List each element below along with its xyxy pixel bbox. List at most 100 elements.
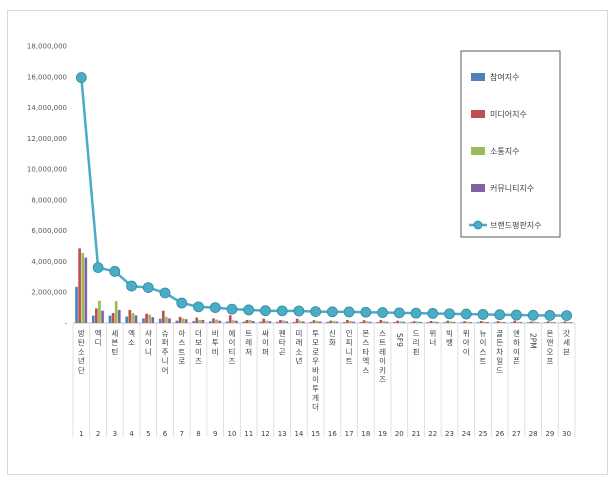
y-tick-label: 18,000,000 (27, 43, 67, 51)
legend-swatch (473, 220, 483, 230)
rank-number: 11 (244, 430, 253, 438)
bar-3 (181, 318, 185, 323)
brand-index-point (460, 308, 472, 320)
rank-number: 18 (361, 430, 370, 438)
rank-number: 7 (180, 430, 184, 438)
bar-3 (466, 321, 469, 323)
rank-number: 14 (294, 430, 303, 438)
bar-2 (362, 320, 366, 323)
brand-index-point (243, 304, 255, 316)
bar-3 (265, 320, 269, 323)
legend-label: 소통지수 (490, 147, 519, 156)
bar-1 (376, 322, 380, 323)
bar-2 (228, 315, 232, 323)
bar-2 (145, 313, 148, 323)
bar-4 (335, 321, 339, 323)
bar-2 (262, 318, 266, 323)
bar-2 (95, 308, 98, 323)
bar-3 (449, 321, 453, 323)
bar-3 (416, 321, 419, 323)
bar-1 (543, 322, 547, 323)
brand-index-point (494, 309, 506, 321)
bar-4 (486, 322, 489, 323)
bar-2 (195, 317, 199, 323)
brand-index-point (209, 302, 221, 314)
bar-4 (502, 322, 506, 323)
y-tick-label: 4,000,000 (31, 258, 67, 266)
brand-index-point (276, 305, 288, 317)
bar-4 (519, 322, 523, 323)
bar-1 (75, 286, 78, 323)
rank-number: 12 (261, 430, 270, 438)
brand-index-point (193, 301, 204, 313)
bar-1 (192, 321, 196, 323)
brand-index-point (393, 307, 405, 319)
brand-index-point (444, 308, 455, 320)
rank-number: 10 (228, 430, 237, 438)
bar-4 (201, 319, 205, 323)
bar-3 (98, 300, 101, 323)
bar-1 (209, 321, 212, 323)
bar-3 (81, 252, 85, 323)
brand-index-point (477, 308, 489, 320)
category-label: 2PM (529, 333, 538, 349)
rank-number: 23 (445, 430, 454, 438)
brand-index-point (527, 309, 539, 321)
bar-3 (298, 320, 302, 323)
bar-2 (295, 318, 299, 323)
bar-1 (158, 318, 162, 323)
bar-3 (248, 319, 252, 323)
bar-2 (279, 319, 282, 323)
bar-3 (482, 321, 486, 323)
brand-index-point (377, 307, 388, 318)
y-tick-label: 10,000,000 (27, 166, 67, 174)
brand-index-point (75, 72, 87, 83)
bar-1 (125, 316, 129, 323)
brand-index-point (410, 307, 422, 319)
bar-3 (349, 320, 352, 323)
bar-2 (111, 312, 115, 323)
rank-number: 27 (512, 430, 521, 438)
brand-index-point (293, 305, 305, 317)
bar-2 (396, 320, 399, 323)
bar-3 (114, 301, 118, 323)
bar-2 (245, 319, 249, 323)
bar-3 (382, 321, 386, 323)
bar-2 (379, 319, 383, 323)
bar-3 (332, 320, 336, 323)
brand-index-point (159, 287, 171, 299)
bar-2 (496, 321, 500, 323)
rank-number: 4 (129, 430, 134, 438)
rank-number: 1 (79, 430, 83, 438)
y-tick-label: 8,000,000 (31, 196, 67, 204)
bar-2 (128, 309, 132, 323)
bar-4 (452, 321, 456, 323)
bar-4 (552, 322, 556, 323)
y-tick-label: 16,000,000 (27, 73, 67, 81)
bar-3 (432, 321, 436, 323)
bar-2 (446, 320, 450, 323)
rank-number: 21 (412, 430, 421, 438)
bar-3 (148, 314, 151, 323)
y-tick-label: 2,000,000 (31, 289, 67, 297)
bar-2 (346, 319, 349, 323)
bar-4 (419, 321, 422, 323)
bar-1 (326, 321, 329, 323)
bar-2 (161, 310, 165, 323)
bar-2 (429, 320, 433, 323)
bar-2 (212, 318, 215, 323)
bar-1 (426, 322, 430, 323)
bar-4 (268, 321, 272, 323)
legend-label: 참여지수 (490, 72, 519, 82)
rank-number: 17 (345, 430, 354, 438)
rank-number: 26 (495, 430, 504, 438)
